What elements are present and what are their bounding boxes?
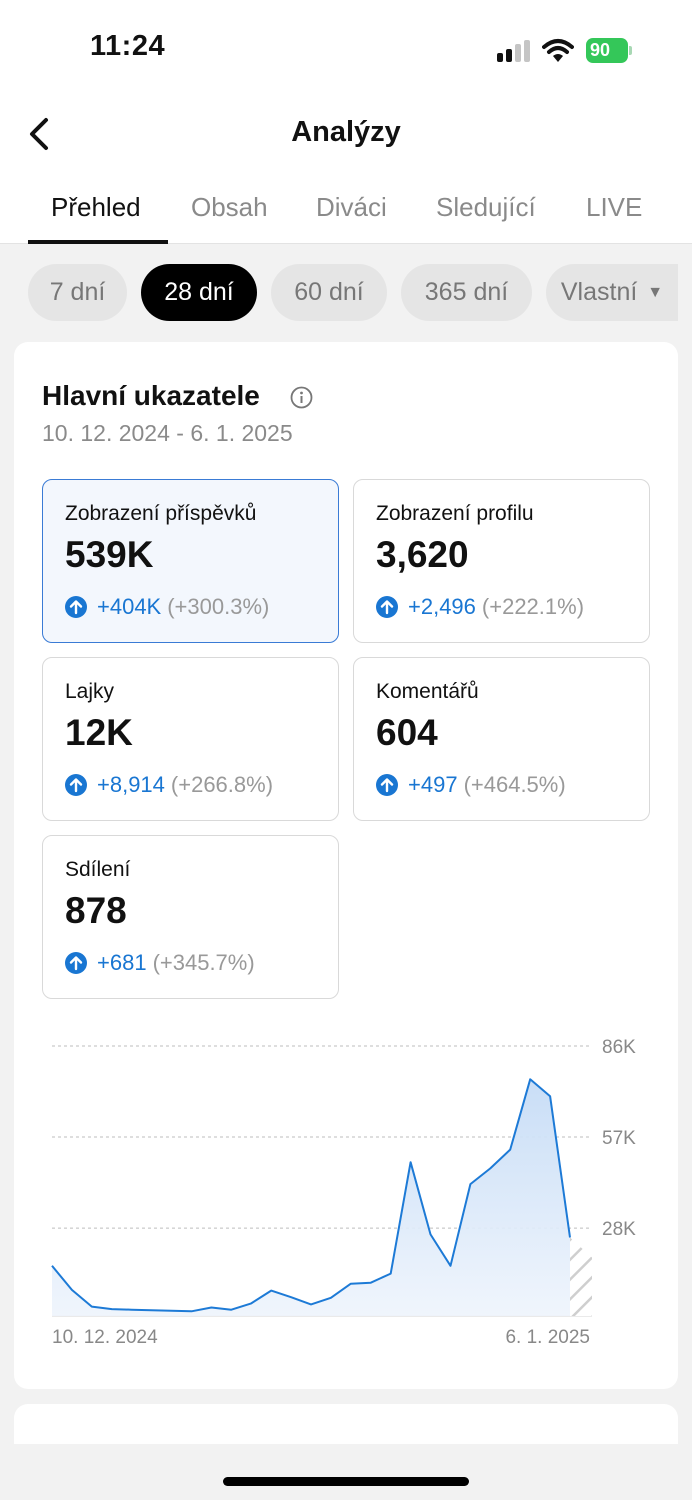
status-time: 11:24 [90, 30, 166, 62]
metric-post-views[interactable]: Zobrazení příspěvků 539K +404K (+300.3%) [42, 479, 339, 643]
arrow-up-icon [376, 596, 398, 618]
filter-365-days[interactable]: 365 dní [401, 264, 532, 321]
post-views-chart: 28K 57K 86K 10. 12. 2024 6. 1. 2025 [51, 1037, 636, 1348]
tab-bar: Přehled Obsah Diváci Sledující LIVE [0, 190, 692, 244]
arrow-up-icon [65, 774, 87, 796]
metric-value: 539K [65, 534, 154, 575]
tab-live[interactable]: LIVE [586, 192, 643, 222]
metric-value: 878 [65, 890, 127, 931]
metric-delta-percent: (+222.1%) [481, 594, 585, 619]
cellular-signal-icon [497, 40, 533, 62]
filter-custom[interactable]: Vlastní ▼ [546, 264, 678, 321]
metric-delta: +8,914 [97, 772, 165, 797]
top-bar: 11:24 90 Analýzy Přehled Obsah Diváci Sl… [0, 0, 692, 244]
metric-delta: +2,496 [408, 594, 476, 619]
back-arrow-icon[interactable] [24, 114, 60, 154]
metric-value: 3,620 [376, 534, 469, 575]
metric-label: Zobrazení příspěvků [65, 502, 257, 525]
y-tick-label: 28K [602, 1219, 636, 1240]
y-tick-label: 86K [602, 1037, 636, 1058]
metric-delta: +404K [97, 594, 162, 619]
filter-60-days[interactable]: 60 dní [271, 264, 387, 321]
metric-label: Lajky [65, 680, 115, 703]
next-card [14, 1404, 678, 1444]
arrow-up-icon [65, 952, 87, 974]
metric-likes[interactable]: Lajky 12K +8,914 (+266.8%) [42, 657, 339, 821]
y-tick-label: 57K [602, 1128, 636, 1149]
date-filter-bar: 7 dní 28 dní 60 dní 365 dní Vlastní ▼ [0, 264, 692, 322]
metric-delta-percent: (+300.3%) [167, 594, 270, 619]
home-indicator [223, 1477, 469, 1486]
metric-delta: +681 [97, 950, 147, 975]
arrow-up-icon [65, 596, 87, 618]
metric-shares[interactable]: Sdílení 878 +681 (+345.7%) [42, 835, 339, 999]
area-fill [52, 1079, 570, 1316]
tab-sledujici[interactable]: Sledující [436, 192, 536, 222]
dropdown-caret-icon: ▼ [647, 283, 664, 301]
tab-divaci[interactable]: Diváci [316, 192, 387, 222]
tab-prehled[interactable]: Přehled [51, 192, 141, 222]
tab-obsah[interactable]: Obsah [191, 192, 268, 222]
metric-label: Zobrazení profilu [376, 502, 534, 525]
filter-28-days[interactable]: 28 dní [141, 264, 257, 321]
date-range: 10. 12. 2024 - 6. 1. 2025 [42, 420, 293, 446]
filter-7-days[interactable]: 7 dní [28, 264, 127, 321]
metric-profile-views[interactable]: Zobrazení profilu 3,620 +2,496 (+222.1%) [353, 479, 650, 643]
metric-delta-percent: (+464.5%) [463, 772, 566, 797]
incomplete-data-hatch [570, 1237, 592, 1316]
page-title: Analýzy [291, 116, 401, 148]
metric-label: Komentářů [376, 680, 479, 703]
battery-level: 90 [590, 40, 611, 60]
metric-label: Sdílení [65, 858, 131, 881]
battery-icon: 90 [586, 38, 632, 63]
section-title: Hlavní ukazatele [42, 380, 260, 411]
metric-value: 12K [65, 712, 133, 753]
active-tab-indicator [28, 240, 168, 244]
arrow-up-icon [376, 774, 398, 796]
metric-delta: +497 [408, 772, 458, 797]
x-start-label: 10. 12. 2024 [52, 1327, 158, 1348]
x-end-label: 6. 1. 2025 [505, 1327, 590, 1348]
series-line [51, 1078, 571, 1313]
wifi-icon [542, 39, 574, 62]
key-metrics-card: Hlavní ukazatele 10. 12. 2024 - 6. 1. 20… [14, 342, 678, 1389]
filter-custom-label: Vlastní [560, 278, 638, 306]
metric-delta-percent: (+266.8%) [170, 772, 274, 797]
metric-value: 604 [376, 712, 438, 753]
metric-delta-percent: (+345.7%) [152, 950, 255, 975]
metric-comments[interactable]: Komentářů 604 +497 (+464.5%) [353, 657, 650, 821]
info-icon[interactable] [290, 386, 313, 409]
